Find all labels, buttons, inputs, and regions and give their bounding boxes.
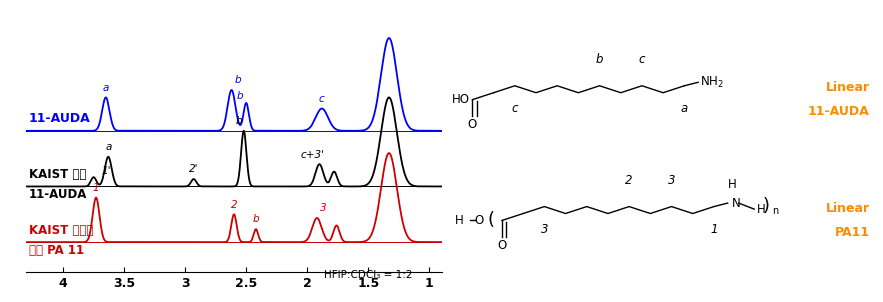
Text: H: H: [455, 214, 464, 227]
Text: H: H: [728, 178, 736, 191]
Text: 2: 2: [230, 200, 238, 210]
Text: n: n: [772, 206, 778, 216]
Text: b: b: [237, 91, 244, 101]
Text: c+3': c+3': [300, 149, 324, 159]
Text: HO: HO: [452, 93, 470, 106]
Text: O: O: [468, 118, 477, 131]
Text: O: O: [475, 214, 484, 227]
Text: a: a: [681, 102, 688, 115]
Text: b: b: [234, 76, 241, 85]
Text: 중합 PA 11: 중합 PA 11: [29, 244, 84, 257]
Text: a: a: [102, 83, 109, 93]
Text: 2: 2: [625, 174, 633, 187]
Text: KAIST 제공: KAIST 제공: [29, 168, 87, 181]
Text: H: H: [757, 203, 766, 216]
Text: 1: 1: [93, 183, 100, 193]
Text: PA11: PA11: [834, 226, 870, 239]
Text: 11-AUDA: 11-AUDA: [29, 112, 91, 125]
Text: 3: 3: [540, 223, 548, 236]
Text: 1': 1': [101, 166, 110, 176]
Text: ): ): [762, 197, 769, 215]
Text: b: b: [236, 116, 242, 126]
Text: KAIST 단량체: KAIST 단량체: [29, 223, 94, 236]
Text: 2': 2': [189, 164, 199, 175]
Text: N: N: [732, 197, 741, 210]
Text: O: O: [497, 239, 507, 252]
Text: c: c: [511, 102, 518, 115]
Text: b: b: [253, 214, 260, 224]
Text: HFIP:CDCl₃ = 1:2: HFIP:CDCl₃ = 1:2: [324, 270, 412, 280]
Text: c: c: [638, 53, 645, 66]
Text: Linear: Linear: [826, 202, 870, 215]
Text: 1: 1: [710, 223, 718, 236]
Text: Linear: Linear: [826, 81, 870, 94]
Text: 11-AUDA: 11-AUDA: [29, 188, 87, 201]
Text: 11-AUDA: 11-AUDA: [808, 105, 870, 118]
Text: (: (: [488, 211, 494, 230]
Text: b: b: [596, 53, 603, 66]
Text: a: a: [105, 142, 111, 152]
Text: 3: 3: [320, 203, 327, 213]
Text: NH$_2$: NH$_2$: [700, 75, 724, 90]
Text: c: c: [319, 94, 325, 104]
Text: 3: 3: [668, 174, 675, 187]
